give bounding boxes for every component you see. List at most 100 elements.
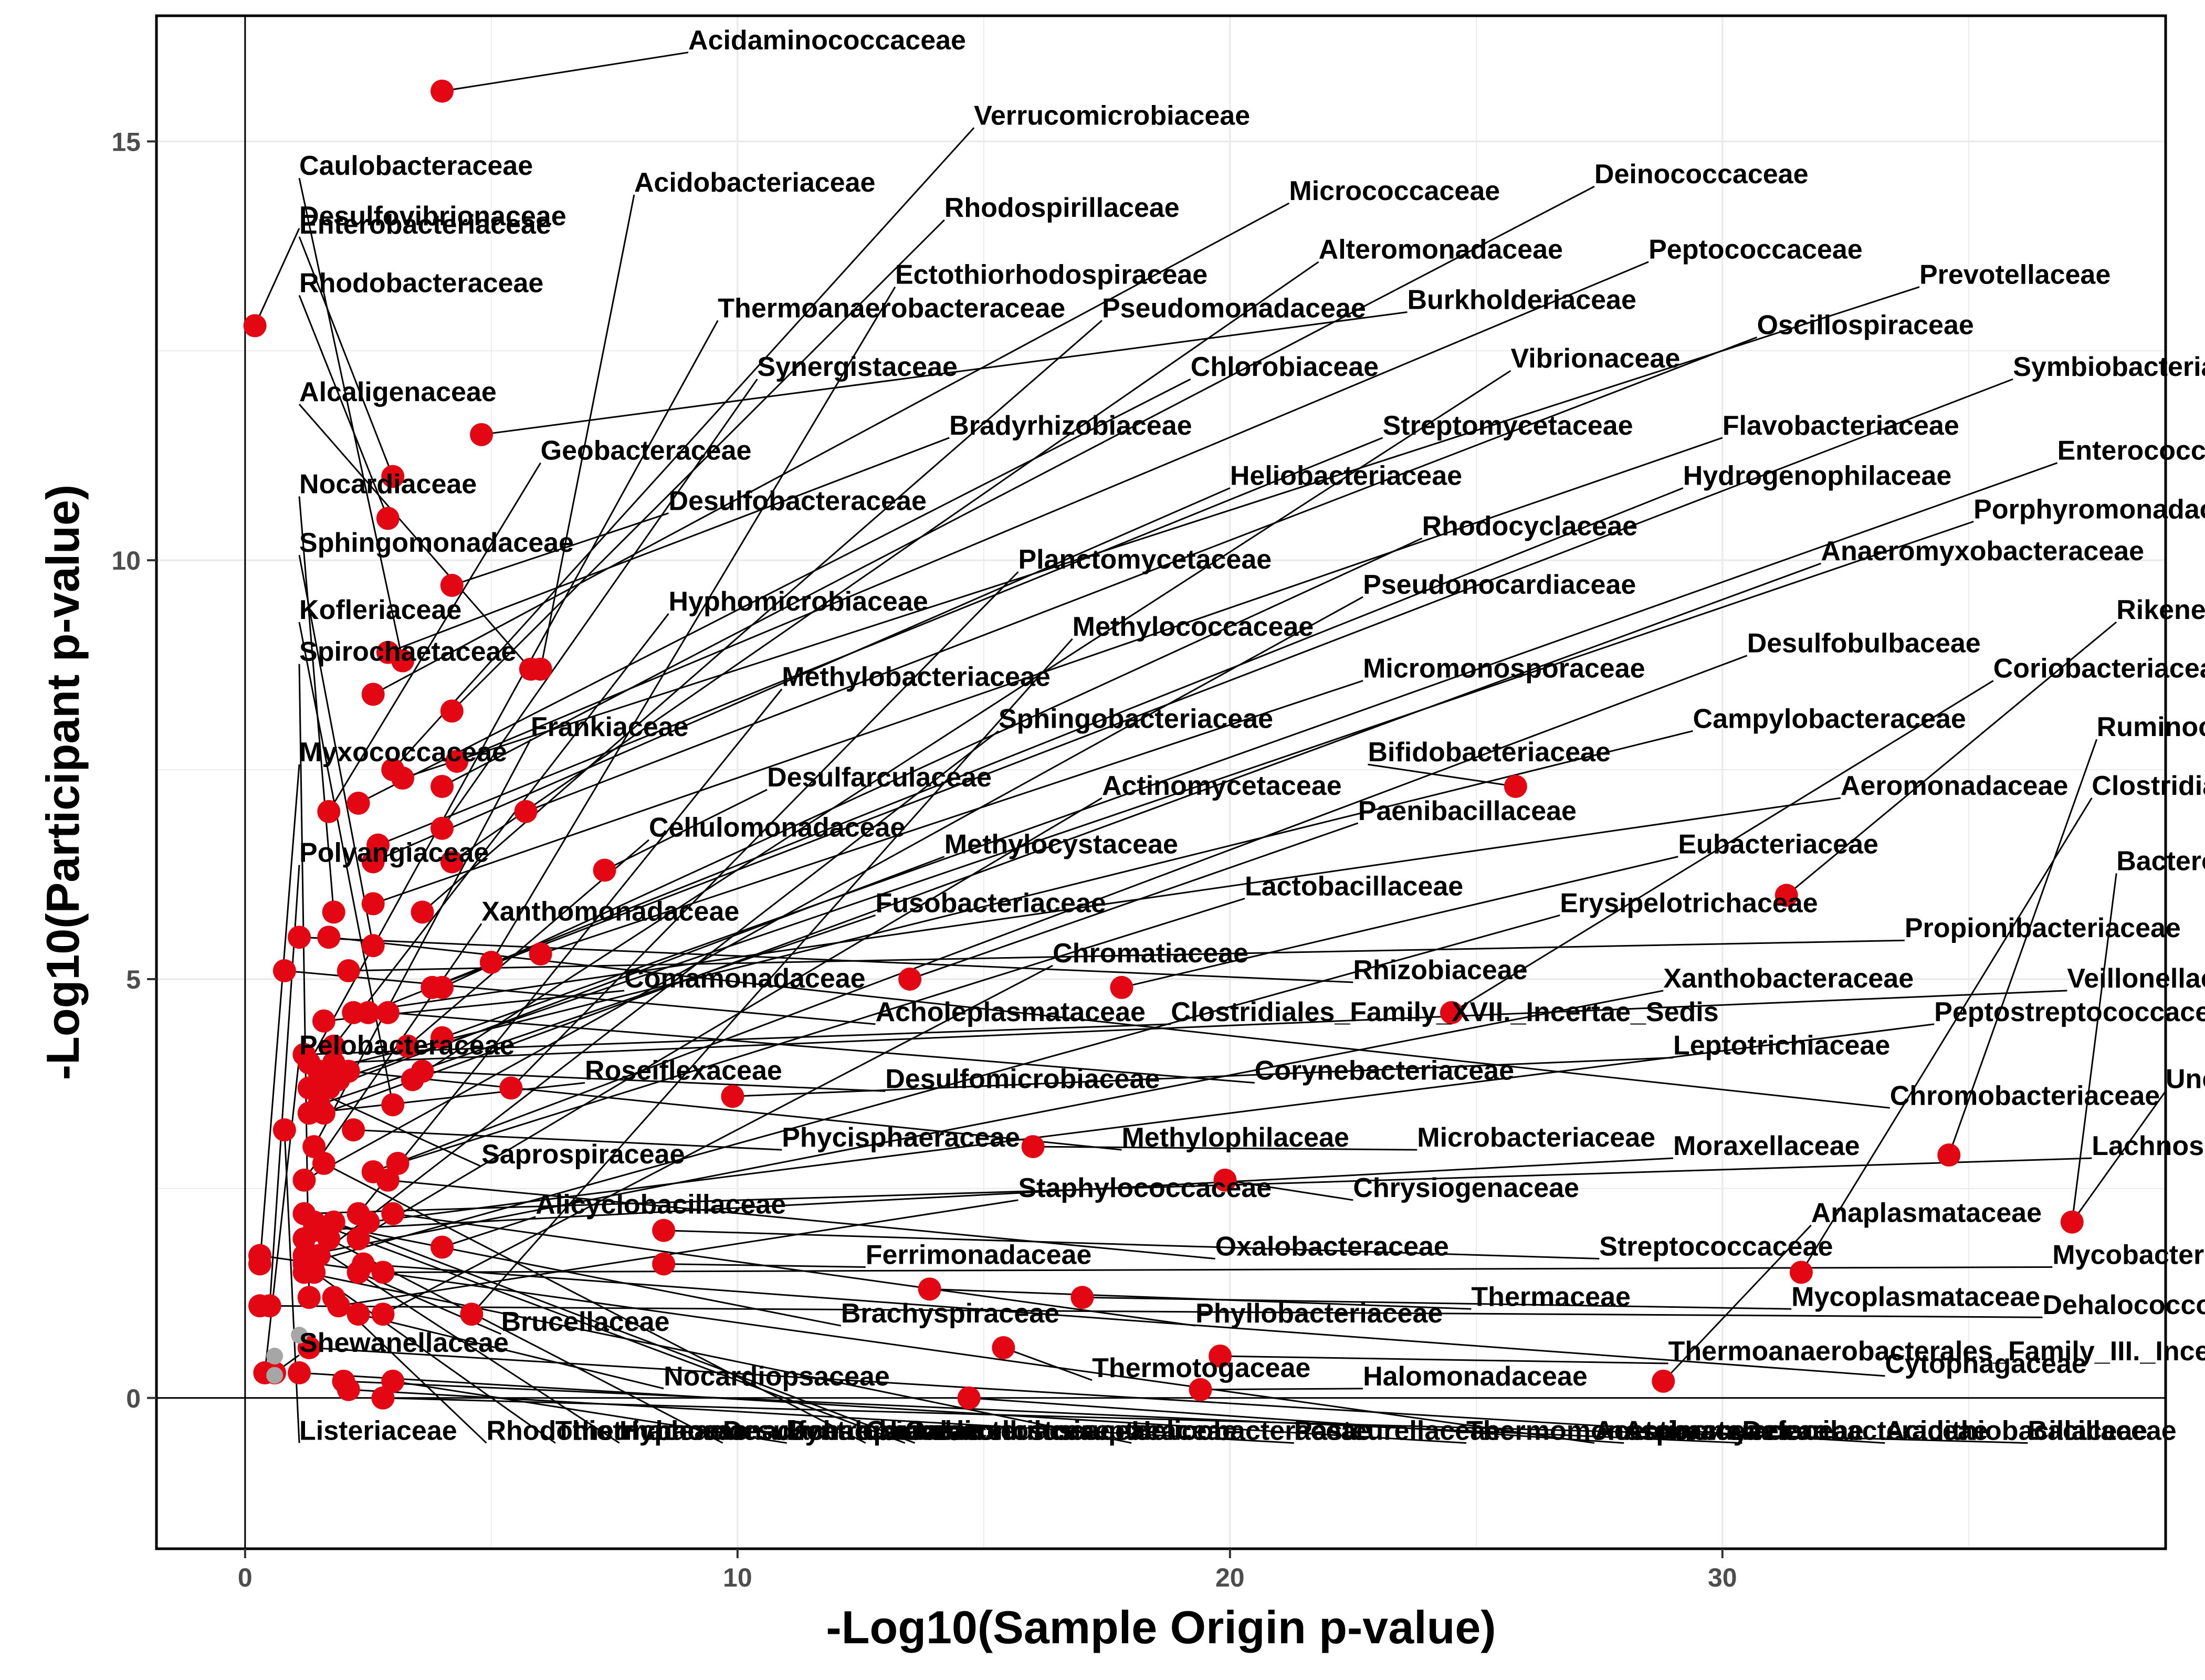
data-point [1189,1378,1212,1401]
leader-line [304,1023,1171,1056]
leader-line [1200,1388,1363,1391]
point-label: Oxalobacteraceae [1215,1232,1449,1262]
data-point [381,1093,405,1117]
leader-line [1663,1224,1812,1382]
leader-line [451,261,1319,863]
data-point [297,1076,321,1100]
data-point [652,1219,676,1242]
point-label: Halomonadaceae [1363,1361,1588,1392]
leader-line [452,512,669,586]
leader-line [525,336,1758,813]
data-point [292,1043,316,1066]
data-point [337,959,360,983]
data-point [445,750,469,773]
leader-line [298,554,374,946]
leader-line [333,990,2067,1064]
data-point [514,800,538,823]
point-label: Syntrophaceae [787,1416,983,1446]
leader-line [259,764,300,1264]
data-point [381,465,405,488]
point-label: Roseiflexaceae [585,1055,782,1086]
leader-line [373,202,1290,695]
point-label: Anaplasmataceae [1811,1198,2042,1228]
point-label: Thermaceae [1471,1282,1631,1312]
leader-line [329,936,1890,1109]
data-point [1213,1168,1237,1192]
data-point [499,1076,523,1100]
leader-line [358,688,783,1214]
point-label: Spirochaetaceae [299,637,516,667]
data-point [312,1009,335,1033]
leader-line [387,437,950,654]
y-tick-label: 0 [126,1384,141,1413]
point-label: Nocardiopsaceae [664,1361,890,1392]
leader-line [373,655,1748,1173]
point-label: Campylobacteraceae [1693,704,1966,734]
point-label: Cytophagaceae [1885,1349,2086,1379]
data-point [342,1118,365,1142]
data-point-nonsignificant [266,1348,284,1365]
y-axis-title: -Log10(Participant p-value) [37,485,89,1080]
leader-line [333,1221,916,1444]
data-point [356,1210,380,1234]
point-label: Acidithiobacillaceae [1885,1416,2147,1446]
data-point [1070,1286,1094,1309]
leader-line [284,970,876,1025]
leader-line [298,622,394,1105]
data-point [430,816,454,840]
leader-line [441,379,758,829]
point-label: Vibrionaceae [1510,343,1680,374]
point-label: Flavobacteriaceae [1723,411,1959,441]
leader-line [1451,680,1994,1014]
point-label: Methylocystaceae [944,830,1178,860]
point-label: Rhodospirillaceae [944,193,1180,223]
leader-line [323,562,1821,1114]
x-tick-label: 0 [238,1563,253,1592]
point-label: Heliobacteriaceae [1230,461,1462,491]
point-label: Polyangiaceae [299,838,489,868]
leader-line [298,404,532,670]
point-label: Bifidobacteriaceae [1368,737,1610,768]
leader-line [373,437,1723,905]
point-label: Xanthomonadaceae [481,896,739,927]
point-label: Comamonadaceae [624,963,866,994]
data-point [652,1252,676,1276]
point-label: Desulfarculaceae [767,762,992,793]
leader-line [348,1389,1294,1444]
leader-line [1225,1179,1353,1201]
data-point [1789,1261,1813,1284]
point-label: Caldicellulosiruptoraceae [905,1416,1237,1446]
data-point [479,951,503,974]
point-label: Listeriaceae [299,1416,457,1446]
data-point [381,1202,405,1225]
point-label: Staphylococcaceae [1018,1173,1272,1203]
point-label: Nocardiaceae [299,469,477,500]
leader-line [393,1213,1196,1327]
point-label: Planctomycetaceae [1018,544,1272,575]
data-point [1440,1001,1463,1024]
leader-line [604,789,768,871]
leader-line [318,730,999,1256]
leader-line [1948,739,2098,1156]
data-point [381,1369,405,1393]
data-point [2060,1210,2084,1234]
point-label: Microbacteriaceae [1417,1122,1655,1153]
point-label: Burkholderiaceae [1407,285,1636,315]
leader-line [313,1221,906,1444]
point-label: Ectothiorhodospiraceae [895,260,1208,290]
data-point [292,1244,316,1267]
leader-line [393,1380,787,1444]
data-point [243,314,267,338]
data-point [440,574,464,597]
data-point [288,926,311,949]
data-point [346,1227,370,1251]
point-labels: Desulfovibrionaceae Acidaminococcaceae Ver… [299,25,2205,1446]
point-label: Desulfovibrionaceae [299,201,566,232]
data-point [322,1286,345,1309]
point-label: Chlorobiaceae [1191,352,1379,382]
point-label: Frankiaceae [531,712,689,742]
point-label: Desulfobacteraceae [669,486,927,516]
point-label: Chromatiaceae [1053,938,1248,969]
data-point [992,1336,1015,1360]
leader-line [264,1057,300,1373]
